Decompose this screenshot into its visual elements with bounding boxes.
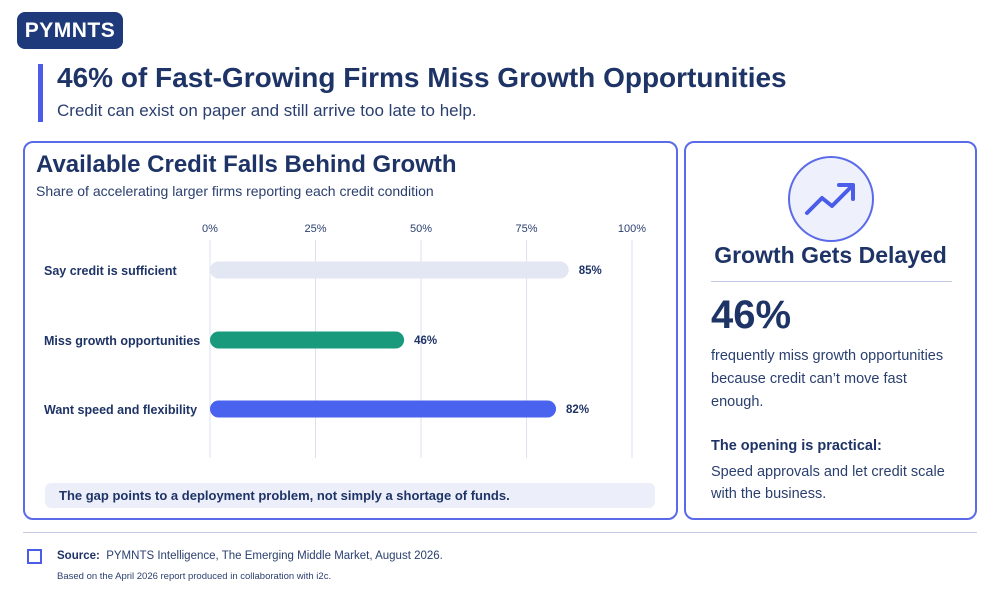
- page-title: 46% of Fast-Growing Firms Miss Growth Op…: [57, 62, 787, 93]
- data-label: 46%: [414, 335, 437, 347]
- x-tick-label: 25%: [304, 223, 326, 235]
- bar: [210, 261, 569, 279]
- insight-stat-description: frequently miss growth opportunities bec…: [711, 348, 944, 410]
- trend-up-icon: [805, 183, 855, 215]
- x-tick-label: 75%: [515, 223, 537, 235]
- data-label: 82%: [566, 404, 589, 416]
- footer-source: Source: PYMNTS Intelligence, The Emergin…: [57, 550, 443, 562]
- bar-chart: 0% 25% 50% 75% 100% Say credit is sufficient 8…: [44, 223, 646, 458]
- category-label: Miss growth opportunities: [44, 334, 200, 348]
- category-label: Say credit is sufficient: [44, 264, 178, 278]
- chart-panel: Available Credit Falls Behind Growth Sha…: [23, 141, 678, 520]
- trend-icon-badge: [788, 156, 874, 242]
- x-tick-label: 50%: [410, 223, 432, 235]
- insight-stat: 46%: [711, 293, 792, 337]
- opening-body: Speed approvals and let credit scale wit…: [711, 464, 945, 502]
- chart-subtitle: Share of accelerating larger firms repor…: [36, 183, 434, 199]
- x-tick-label: 0%: [202, 223, 218, 235]
- page-subtitle: Credit can exist on paper and still arri…: [57, 101, 477, 120]
- title-accent-bar: [38, 64, 43, 122]
- source-label: Source:: [57, 550, 100, 562]
- insight-divider: [711, 281, 952, 282]
- pymnts-logo: PYMNTS: [17, 12, 123, 49]
- chart-note: The gap points to a deployment problem, …: [45, 483, 655, 508]
- insight-panel: Growth Gets Delayed 46% frequently miss …: [684, 141, 977, 520]
- data-label: 85%: [579, 265, 602, 277]
- category-label: Want speed and flexibility: [44, 403, 197, 417]
- x-tick-label: 100%: [618, 223, 646, 235]
- insight-title: Growth Gets Delayed: [714, 242, 947, 268]
- footer-divider: [23, 532, 977, 533]
- footer-note: Based on the April 2026 report produced …: [57, 571, 332, 582]
- bar: [210, 331, 405, 349]
- opening-heading: The opening is practical:: [711, 438, 882, 454]
- chart-title: Available Credit Falls Behind Growth: [36, 151, 457, 178]
- bar: [210, 400, 557, 418]
- footer-square-icon: [27, 549, 42, 564]
- source-text: PYMNTS Intelligence, The Emerging Middle…: [106, 550, 443, 562]
